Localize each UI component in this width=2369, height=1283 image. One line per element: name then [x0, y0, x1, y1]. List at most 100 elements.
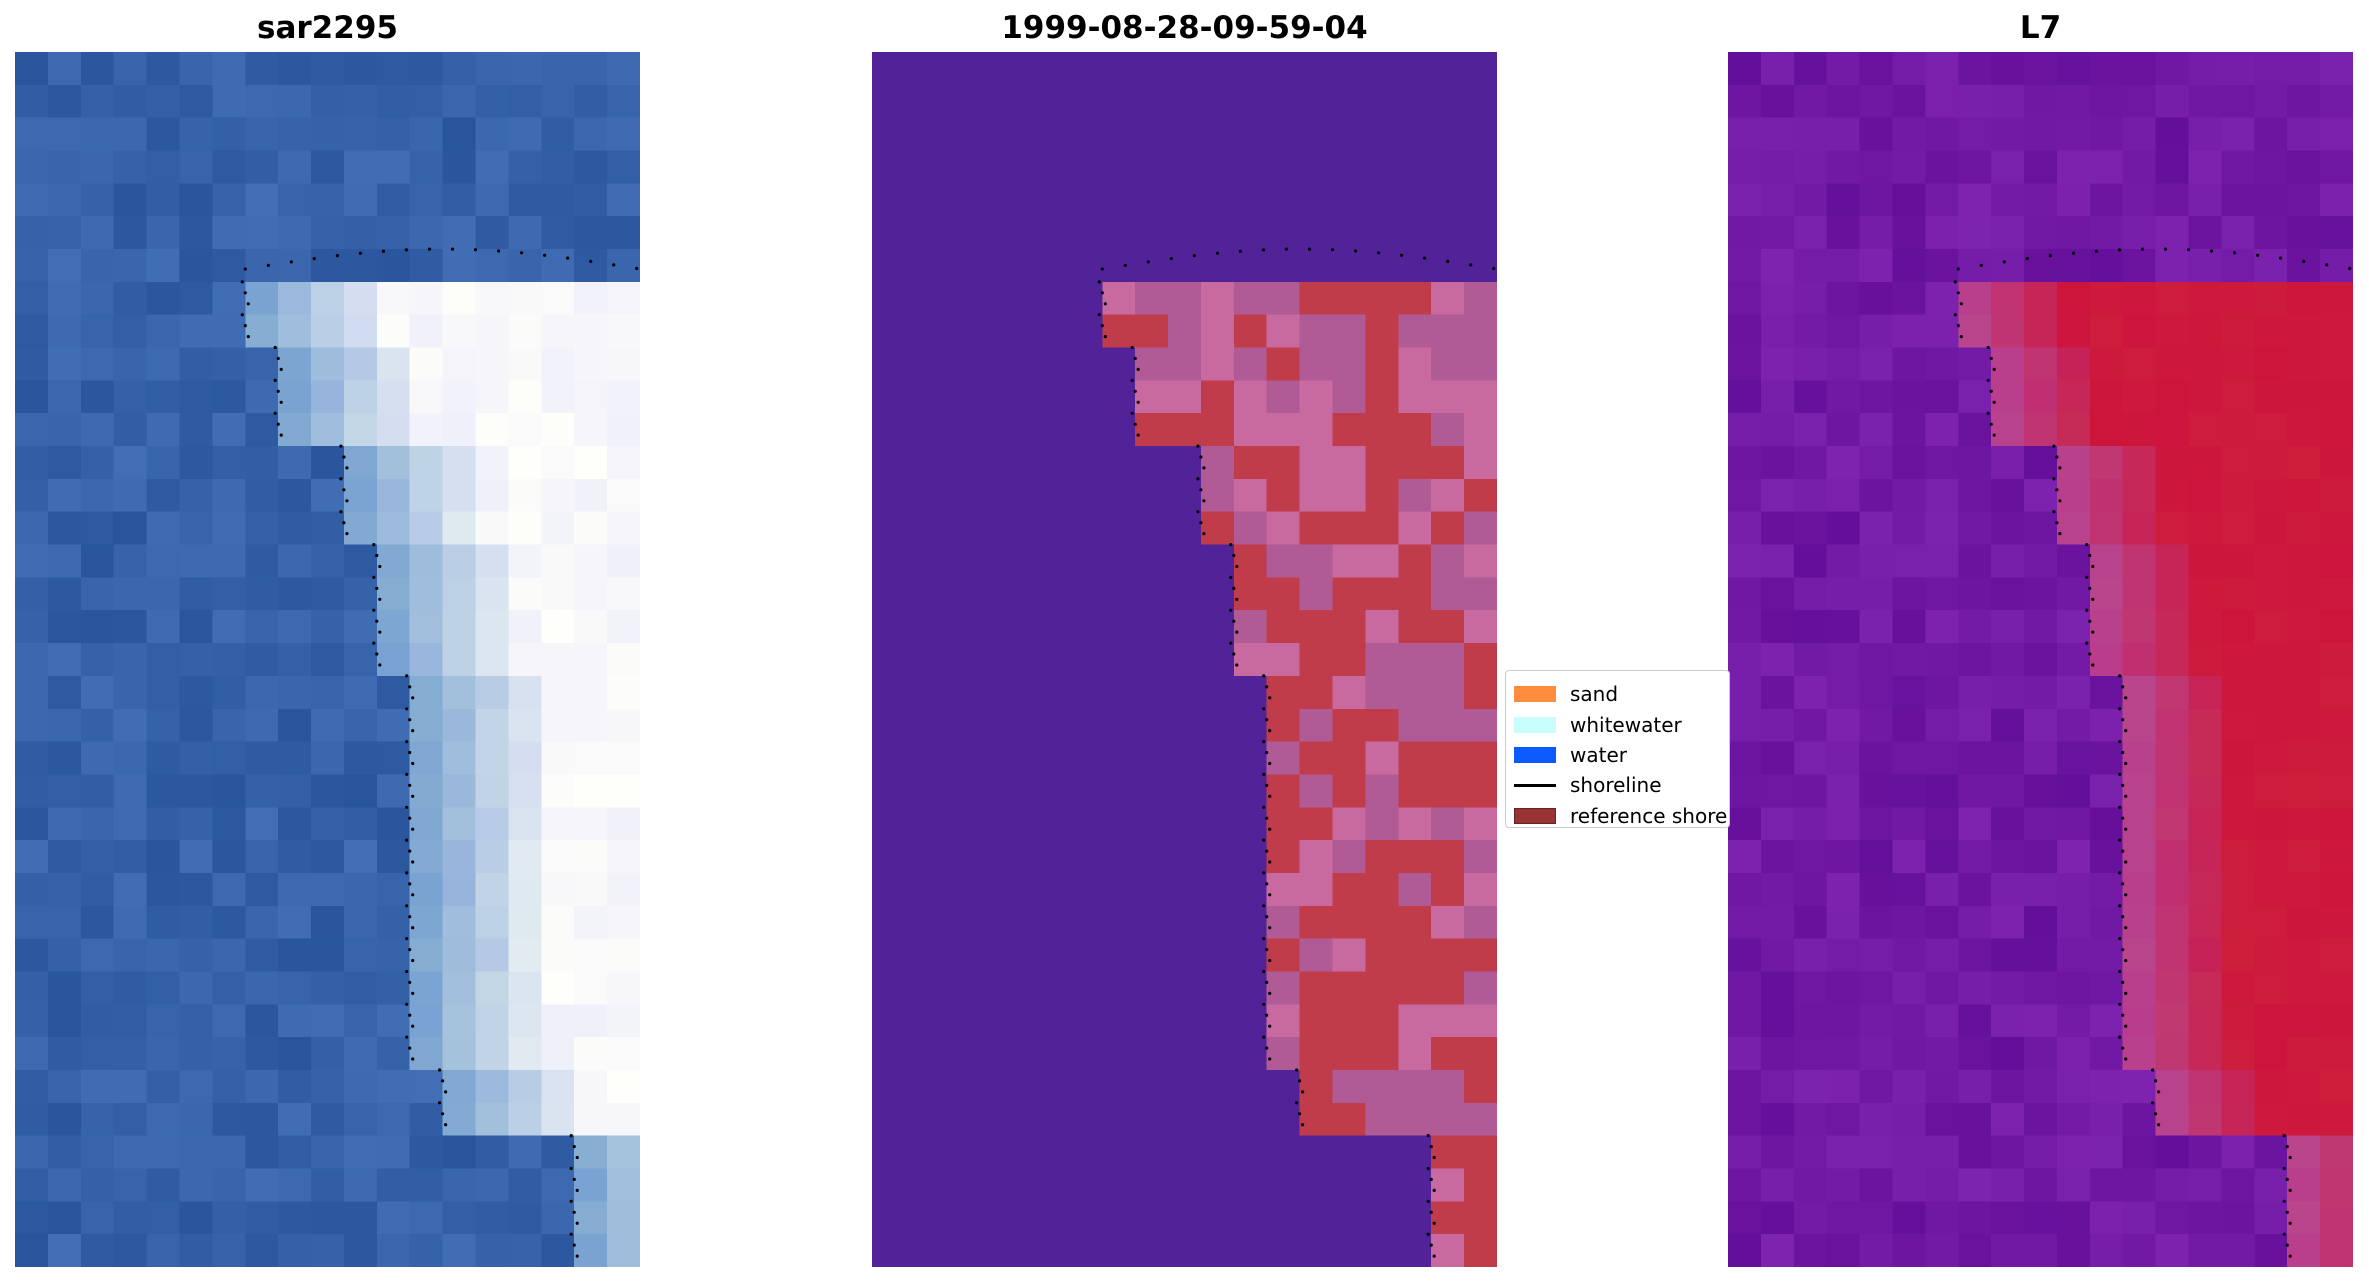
shoreline-point [279, 400, 283, 404]
shoreline-point [2124, 860, 2128, 864]
shoreline-point [1262, 707, 1266, 711]
shoreline-point [543, 253, 547, 257]
shoreline-point [1429, 1177, 1433, 1181]
shoreline-point [2285, 1243, 2289, 1247]
classified-image-panel [872, 52, 1497, 1267]
shoreline-point [2091, 630, 2095, 634]
shoreline-point [2121, 1046, 2125, 1050]
shoreline-point [2285, 1145, 2289, 1149]
shoreline-point [2118, 772, 2122, 777]
shoreline-point [345, 466, 349, 470]
shoreline-point [405, 1002, 409, 1006]
shoreline-point [2348, 266, 2352, 271]
shoreline-point [2124, 761, 2128, 766]
shoreline-point [1262, 805, 1266, 809]
shoreline-point [1261, 248, 1265, 252]
shoreline-point [1469, 263, 1473, 267]
shoreline-point [1268, 696, 1272, 700]
shoreline-point [1268, 1057, 1272, 1061]
shoreline-point [1262, 969, 1266, 974]
shoreline-point [1130, 378, 1134, 382]
shoreline-point [2163, 247, 2168, 251]
shoreline-point [411, 696, 415, 700]
shoreline-point [243, 324, 247, 328]
shoreline-point [335, 254, 339, 258]
shoreline-point [1956, 291, 1960, 295]
shoreline-point [375, 652, 379, 656]
shoreline-point [342, 488, 346, 492]
shoreline-point [411, 827, 415, 831]
shoreline-point [372, 641, 376, 645]
shoreline-point [246, 335, 250, 339]
shoreline-point [1229, 575, 1233, 580]
panel-title-index: L7 [2019, 10, 2062, 46]
shoreline-point [1953, 280, 1957, 284]
shoreline-point [1992, 367, 1996, 371]
shoreline-point [2288, 1188, 2292, 1192]
shoreline-point [273, 345, 277, 350]
shoreline-point [1432, 1155, 1436, 1160]
shoreline-point [411, 991, 415, 996]
shoreline-point [1429, 1210, 1433, 1214]
water-swatch [1514, 746, 1556, 763]
shoreline-point [276, 389, 280, 393]
shoreline-point [411, 1057, 415, 1061]
shoreline-point [1262, 838, 1266, 842]
shoreline-point [1196, 510, 1200, 514]
shoreline-point [2151, 1068, 2155, 1072]
whitewater-swatch [1514, 716, 1556, 733]
shoreline-point [1953, 313, 1957, 317]
shoreline-point [1136, 367, 1140, 371]
legend-item-reference-shoreline: reference shoreline [1514, 801, 1729, 827]
shoreline-point [450, 247, 455, 251]
shoreline-point [2124, 893, 2128, 897]
shoreline-point [1268, 794, 1272, 798]
shoreline-point [1989, 422, 1993, 426]
shoreline-point [1130, 345, 1134, 350]
shoreline-point [408, 750, 412, 755]
shoreline-point [1429, 1145, 1433, 1149]
shoreline-point [289, 260, 293, 264]
shoreline-point [1265, 915, 1269, 919]
shoreline-point [1235, 630, 1239, 634]
shoreline-point [2121, 718, 2125, 722]
index-image [1728, 52, 2353, 1267]
shoreline-point [411, 926, 415, 930]
shoreline-point [2154, 1079, 2158, 1083]
shoreline-point [2282, 1199, 2286, 1203]
shoreline-point [1169, 257, 1173, 261]
shoreline-point [1989, 389, 1993, 393]
shoreline-point [2055, 521, 2059, 525]
shoreline-point [345, 499, 349, 503]
shoreline-point [1426, 1199, 1430, 1203]
shoreline-point [575, 1221, 579, 1225]
shoreline-point [1298, 1112, 1302, 1116]
shoreline-point [1956, 324, 1960, 328]
shoreline-point [266, 263, 270, 267]
shoreline-point [375, 586, 379, 591]
shoreline-point [375, 619, 379, 623]
shoreline-point [1232, 619, 1236, 623]
shoreline-point [405, 740, 409, 744]
shoreline-point [1199, 521, 1203, 525]
legend-item-sand: sand [1514, 679, 1729, 709]
shoreline-point [1492, 266, 1496, 271]
shoreline-point [2124, 696, 2128, 700]
shoreline-point [1202, 499, 1206, 503]
shoreline-point [1284, 247, 1289, 251]
shoreline-point [2002, 260, 2006, 264]
legend-label: sand [1570, 682, 1619, 707]
shoreline-point [1097, 280, 1101, 284]
shoreline-point [2157, 1090, 2161, 1094]
shoreline-point [1992, 400, 1996, 404]
shoreline-point [2285, 1177, 2289, 1181]
shoreline-point [2282, 1134, 2286, 1138]
shoreline-point [408, 948, 412, 952]
shoreline-point [405, 904, 409, 908]
shoreline-point [408, 816, 412, 820]
shoreline-point [2088, 652, 2092, 656]
shoreline-point [408, 1013, 412, 1017]
shoreline-point [1979, 263, 1983, 267]
sand-swatch [1514, 686, 1556, 703]
shoreline-point [572, 1177, 576, 1181]
